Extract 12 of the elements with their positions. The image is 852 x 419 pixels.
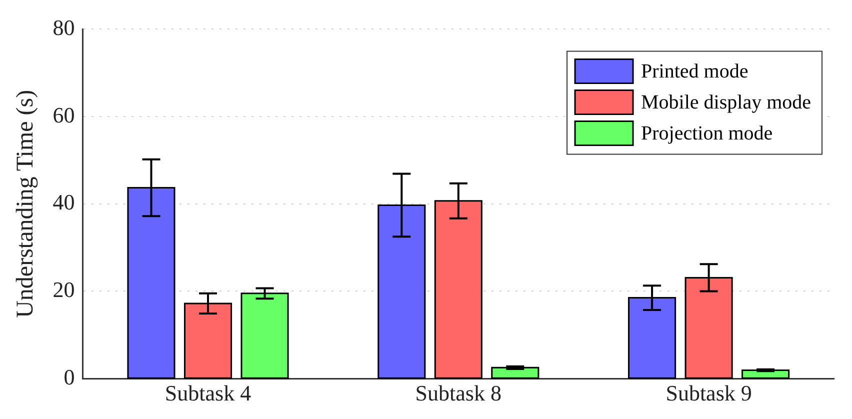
legend-label: Mobile display mode — [641, 91, 812, 114]
legend-label: Printed mode — [641, 60, 748, 82]
legend-label: Projection mode — [641, 122, 773, 144]
y-tick-label: 40 — [52, 190, 75, 215]
y-tick-label: 20 — [52, 277, 75, 302]
x-tick-label: Subtask 9 — [666, 380, 752, 406]
y-tick-label: 60 — [52, 102, 75, 128]
y-axis-title: Understanding Time (s) — [12, 90, 39, 318]
x-tick-label: Subtask 4 — [164, 380, 252, 406]
y-tick-label: 0 — [64, 364, 75, 390]
y-tick-label: 80 — [52, 14, 75, 40]
x-tick-label: Subtask 8 — [415, 380, 502, 406]
